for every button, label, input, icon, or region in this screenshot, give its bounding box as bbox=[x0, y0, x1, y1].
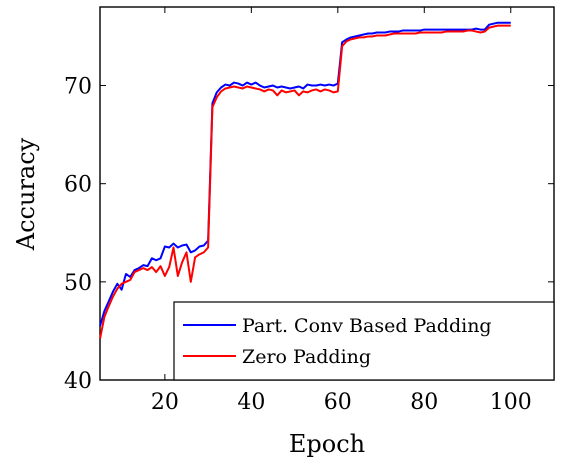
axis-ticks: 20 40 60 80 100 40 50 60 70 bbox=[64, 7, 554, 415]
series-lines bbox=[99, 21, 511, 339]
series-line-zero-padding bbox=[99, 24, 511, 339]
y-tick-label-70: 70 bbox=[64, 75, 92, 100]
legend-label-part-conv: Part. Conv Based Padding bbox=[242, 315, 492, 337]
x-axis-label: Epoch bbox=[289, 430, 365, 458]
y-tick-label-40: 40 bbox=[64, 369, 92, 394]
legend: Part. Conv Based Padding Zero Padding bbox=[173, 301, 555, 381]
x-tick-label-100: 100 bbox=[490, 390, 532, 415]
x-tick-label-60: 60 bbox=[324, 390, 352, 415]
legend-box bbox=[173, 301, 555, 381]
series-line-part-conv bbox=[99, 21, 511, 327]
y-tick-label-50: 50 bbox=[64, 271, 92, 296]
y-tick-label-60: 60 bbox=[64, 173, 92, 198]
legend-label-zero-padding: Zero Padding bbox=[242, 346, 371, 368]
x-tick-label-80: 80 bbox=[410, 390, 438, 415]
y-axis-label: Accuracy bbox=[12, 137, 40, 251]
x-tick-label-40: 40 bbox=[237, 390, 265, 415]
x-tick-label-20: 20 bbox=[151, 390, 179, 415]
